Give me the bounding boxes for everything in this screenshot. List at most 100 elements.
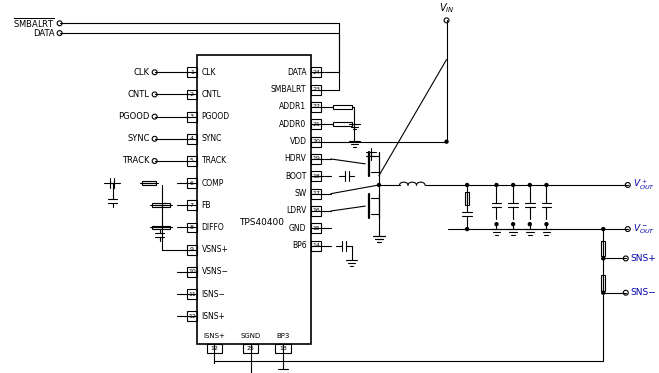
Text: CNTL: CNTL (202, 90, 221, 99)
Text: 8: 8 (190, 225, 194, 230)
Text: $V_{OUT}^-$: $V_{OUT}^-$ (633, 222, 654, 236)
Bar (311, 137, 321, 147)
Text: ADDR1: ADDR1 (279, 103, 306, 112)
Text: 24: 24 (312, 70, 320, 75)
Circle shape (545, 223, 548, 226)
Circle shape (511, 223, 515, 226)
Bar (311, 154, 321, 164)
Text: 2: 2 (190, 92, 194, 97)
Text: TRACK: TRACK (122, 157, 150, 166)
Text: DIFFO: DIFFO (202, 223, 225, 232)
Bar (333, 105, 352, 109)
Circle shape (602, 257, 605, 260)
Text: 5: 5 (190, 159, 194, 163)
Text: 19: 19 (312, 157, 320, 162)
Bar (152, 226, 170, 229)
Bar (311, 102, 321, 112)
Bar (311, 223, 321, 233)
Text: 13: 13 (279, 346, 287, 351)
Text: TPS40400: TPS40400 (239, 218, 285, 227)
Bar (187, 245, 197, 254)
Bar (152, 203, 170, 207)
Text: SGND: SGND (241, 333, 261, 339)
Bar (187, 200, 197, 210)
Text: SYNC: SYNC (127, 134, 150, 143)
Text: TRACK: TRACK (202, 157, 227, 166)
Bar (243, 344, 258, 353)
Text: 12: 12 (188, 314, 196, 319)
Text: 12: 12 (210, 346, 218, 351)
Text: BOOT: BOOT (285, 172, 306, 181)
Bar (187, 178, 197, 188)
Circle shape (602, 291, 605, 294)
Text: 17: 17 (312, 191, 320, 196)
Bar (206, 344, 222, 353)
Bar (187, 156, 197, 166)
Text: 18: 18 (312, 174, 320, 179)
Text: 6: 6 (190, 181, 194, 186)
Bar (187, 134, 197, 144)
Circle shape (445, 140, 448, 143)
Text: 15: 15 (312, 226, 320, 231)
Text: SW: SW (294, 189, 306, 198)
Text: HDRV: HDRV (285, 154, 306, 163)
Circle shape (466, 184, 469, 186)
Text: $V_{OUT}^+$: $V_{OUT}^+$ (633, 178, 654, 192)
Text: BP6: BP6 (292, 241, 306, 250)
Text: 14: 14 (312, 243, 320, 248)
Text: VSNS+: VSNS+ (202, 245, 229, 254)
Bar (311, 206, 321, 216)
Text: DATA: DATA (33, 29, 55, 38)
Bar (197, 55, 311, 344)
Text: 16: 16 (312, 209, 320, 213)
Bar (142, 181, 156, 185)
Bar (187, 267, 197, 277)
Text: SNS−: SNS− (631, 288, 656, 297)
Text: 7: 7 (190, 203, 194, 208)
Bar (311, 85, 321, 94)
Bar (311, 172, 321, 181)
Circle shape (495, 223, 498, 226)
Bar (311, 241, 321, 251)
Bar (187, 311, 197, 321)
Text: ISNS+: ISNS+ (202, 312, 225, 321)
Circle shape (602, 228, 605, 231)
Text: PGOOD: PGOOD (119, 112, 150, 121)
Bar (187, 68, 197, 77)
Text: BP3: BP3 (276, 333, 290, 339)
Bar (275, 344, 291, 353)
Text: FB: FB (202, 201, 211, 210)
Text: 25: 25 (246, 346, 254, 351)
Circle shape (545, 184, 548, 186)
Text: CLK: CLK (134, 68, 150, 77)
Text: 10: 10 (188, 269, 196, 275)
Text: LDRV: LDRV (286, 207, 306, 216)
Text: ISNS−: ISNS− (202, 289, 225, 298)
Circle shape (529, 223, 531, 226)
Bar (601, 241, 605, 257)
Text: CNTL: CNTL (128, 90, 150, 99)
Text: PGOOD: PGOOD (202, 112, 230, 121)
Bar (187, 90, 197, 99)
Text: 11: 11 (188, 292, 196, 297)
Text: VDD: VDD (289, 137, 306, 146)
Bar (311, 68, 321, 77)
Bar (601, 275, 605, 291)
Text: SYNC: SYNC (202, 134, 222, 143)
Text: 4: 4 (190, 136, 194, 141)
Text: 3: 3 (190, 114, 194, 119)
Text: ISNS+: ISNS+ (204, 333, 225, 339)
Text: 21: 21 (312, 122, 320, 127)
Text: 22: 22 (312, 104, 320, 109)
Bar (333, 122, 352, 126)
Text: SNS+: SNS+ (631, 254, 656, 263)
Text: GND: GND (289, 224, 306, 233)
Text: $V_{IN}$: $V_{IN}$ (439, 1, 454, 15)
Bar (187, 223, 197, 232)
Text: COMP: COMP (202, 179, 224, 188)
Text: 23: 23 (312, 87, 320, 92)
Text: CLK: CLK (202, 68, 216, 77)
Bar (311, 189, 321, 198)
Text: 9: 9 (190, 247, 194, 252)
Bar (187, 289, 197, 299)
